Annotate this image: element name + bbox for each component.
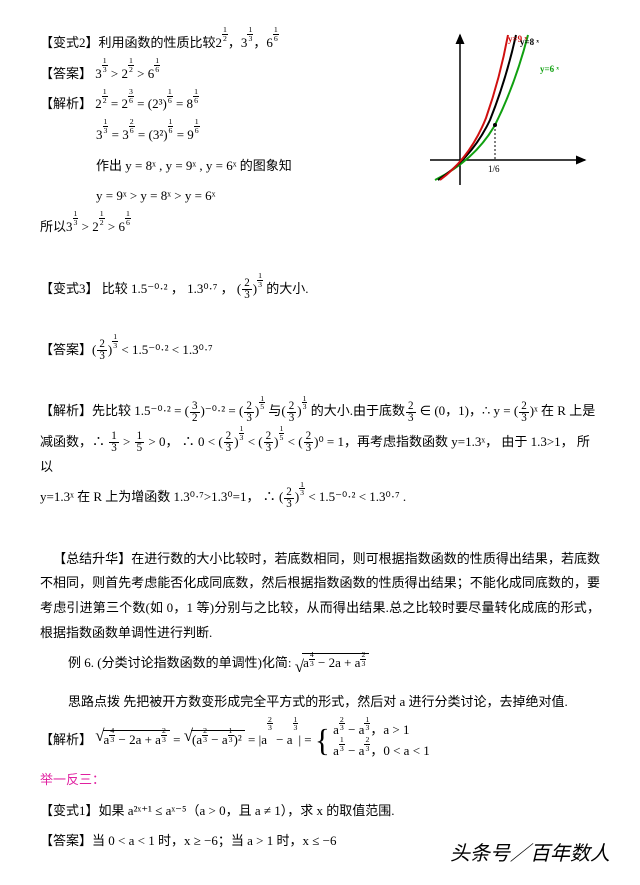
hint: 思路点拨 先把被开方数变形成完全平方式的形式，然后对 a 进行分类讨论，去掉绝对… — [40, 690, 600, 715]
y8-label: y=8 ˣ — [520, 37, 539, 47]
analysis3-line3: y=1.3ˣ 在 R 上为增函数 1.3⁰·⁷>1.3⁰=1， ∴ (23)13… — [40, 485, 600, 510]
watermark: 头条号／百年数人 — [450, 835, 610, 873]
analysis3-line2: 减函数，∴ 13 > 15 > 0， ∴ 0 < (23)13 < (23)15… — [40, 430, 600, 479]
solution6: 【解析】 √a43 − 2a + a23 = √(a23 − a13)² = |… — [40, 720, 600, 762]
y6-label: y=6 ˣ — [540, 64, 559, 74]
summary: 【总结升华】在进行数的大小比较时，若底数相同，则可根据指数函数的性质得出结果，若… — [40, 547, 600, 646]
item3: 【变式3】 比较 1.5⁻⁰·² ， 1.3⁰·⁷ ， (23)13 的大小. — [40, 277, 600, 302]
exponential-chart: 1/6 y=9 ˣ y=8 ˣ y=6 ˣ — [420, 30, 590, 190]
practice-heading: 举一反三： — [40, 768, 600, 793]
example6: 例 6. (分类讨论指数函数的单调性)化简: √a43 − 2a + a23 — [40, 651, 600, 683]
item1: 【变式1】如果 a²ˣ⁺¹ ≤ aˣ⁻⁵（a > 0，且 a ≠ 1），求 x … — [40, 799, 600, 824]
x-tick-label: 1/6 — [488, 164, 500, 174]
answer3: 【答案】(23)13 < 1.5⁻⁰·² < 1.3⁰·⁷ — [40, 338, 600, 363]
analysis3-line1: 【解析】先比较 1.5⁻⁰·² = (32)⁻⁰·² = (23)15 与(23… — [40, 399, 600, 424]
conclusion2: 所以313 > 212 > 616 — [40, 215, 600, 240]
